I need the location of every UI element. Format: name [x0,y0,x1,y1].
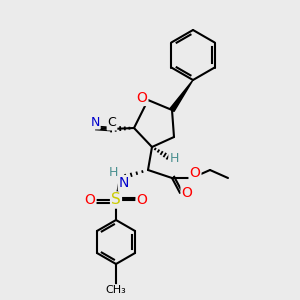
Text: S: S [111,193,121,208]
Text: O: O [136,91,147,105]
Text: O: O [190,166,200,180]
Text: CH₃: CH₃ [106,285,126,295]
Polygon shape [170,80,193,111]
Text: O: O [85,193,95,207]
Text: H: H [108,167,118,179]
Text: O: O [182,186,192,200]
Text: O: O [136,193,147,207]
Text: H: H [169,152,179,164]
Text: N: N [90,116,100,128]
Text: C: C [108,116,116,130]
Text: N: N [119,176,129,190]
